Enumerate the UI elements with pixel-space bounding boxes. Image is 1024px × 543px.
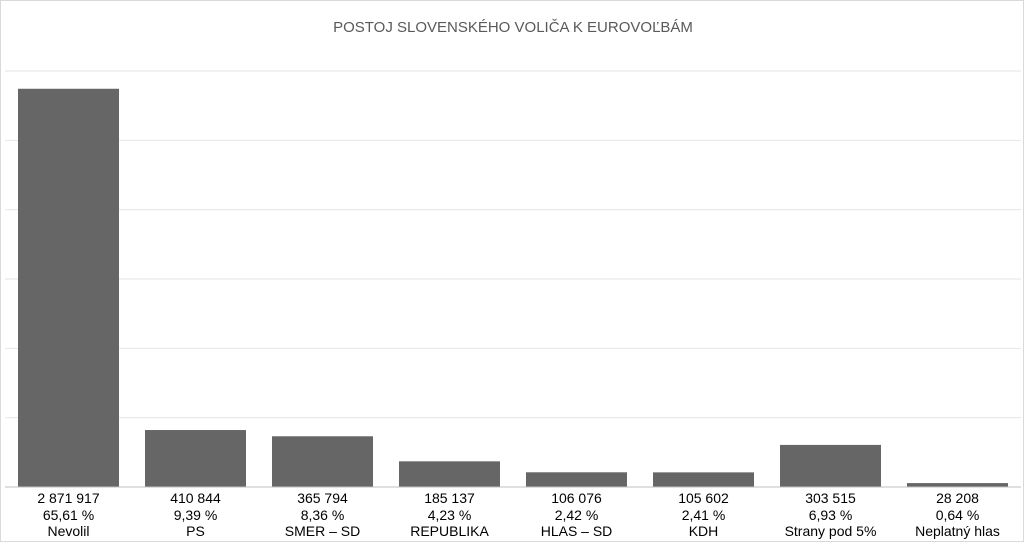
category-label-group: 185 137 4,23 % REPUBLIKA xyxy=(390,490,510,540)
category-label: SMER – SD xyxy=(284,523,361,539)
value-label: 105 602 xyxy=(678,490,729,506)
bar xyxy=(18,88,119,488)
category-label-group: 365 794 8,36 % SMER – SD xyxy=(263,490,383,540)
value-label: 185 137 xyxy=(424,490,475,506)
percent-label: 2,41 % xyxy=(681,506,726,523)
category-label: Strany pod 5% xyxy=(784,523,877,539)
percent-label: 9,39 % xyxy=(173,506,218,523)
percent-label: 4,23 % xyxy=(427,506,472,523)
category-label: Nevolil xyxy=(47,523,90,539)
category-label-group: 105 602 2,41 % KDH xyxy=(644,490,764,540)
category-label-group: 106 076 2,42 % HLAS – SD xyxy=(517,490,637,540)
chart-title: POSTOJ SLOVENSKÉHO VOLIČA K EUROVOĽBÁM xyxy=(333,19,693,36)
category-label: REPUBLIKA xyxy=(410,523,489,539)
value-label: 365 794 xyxy=(297,490,348,506)
percent-label: 6,93 % xyxy=(808,506,853,523)
value-label: 410 844 xyxy=(170,490,221,506)
bar xyxy=(907,483,1008,487)
category-label-group: 28 208 0,64 % Neplatný hlas xyxy=(898,490,1018,540)
bar xyxy=(526,472,627,487)
value-label: 2 871 917 xyxy=(37,490,100,506)
category-label: PS xyxy=(186,523,205,539)
category-label-group: 410 844 9,39 % PS xyxy=(136,490,256,540)
category-label: KDH xyxy=(688,523,719,539)
bar xyxy=(145,430,246,487)
value-label: 28 208 xyxy=(936,490,979,506)
category-label: HLAS – SD xyxy=(540,523,613,539)
bar xyxy=(780,444,881,487)
bar xyxy=(272,436,373,487)
percent-label: 2,42 % xyxy=(554,506,599,523)
percent-label: 65,61 % xyxy=(42,506,95,523)
percent-label: 0,64 % xyxy=(935,506,980,523)
percent-label: 8,36 % xyxy=(300,506,345,523)
category-label: Neplatný hlas xyxy=(915,523,1000,539)
value-label: 303 515 xyxy=(805,490,856,506)
bar xyxy=(399,461,500,487)
category-label-group: 303 515 6,93 % Strany pod 5% xyxy=(771,490,891,540)
bar xyxy=(653,472,754,487)
value-label: 106 076 xyxy=(551,490,602,506)
category-label-group: 2 871 917 65,61 % Nevolil xyxy=(9,490,129,540)
